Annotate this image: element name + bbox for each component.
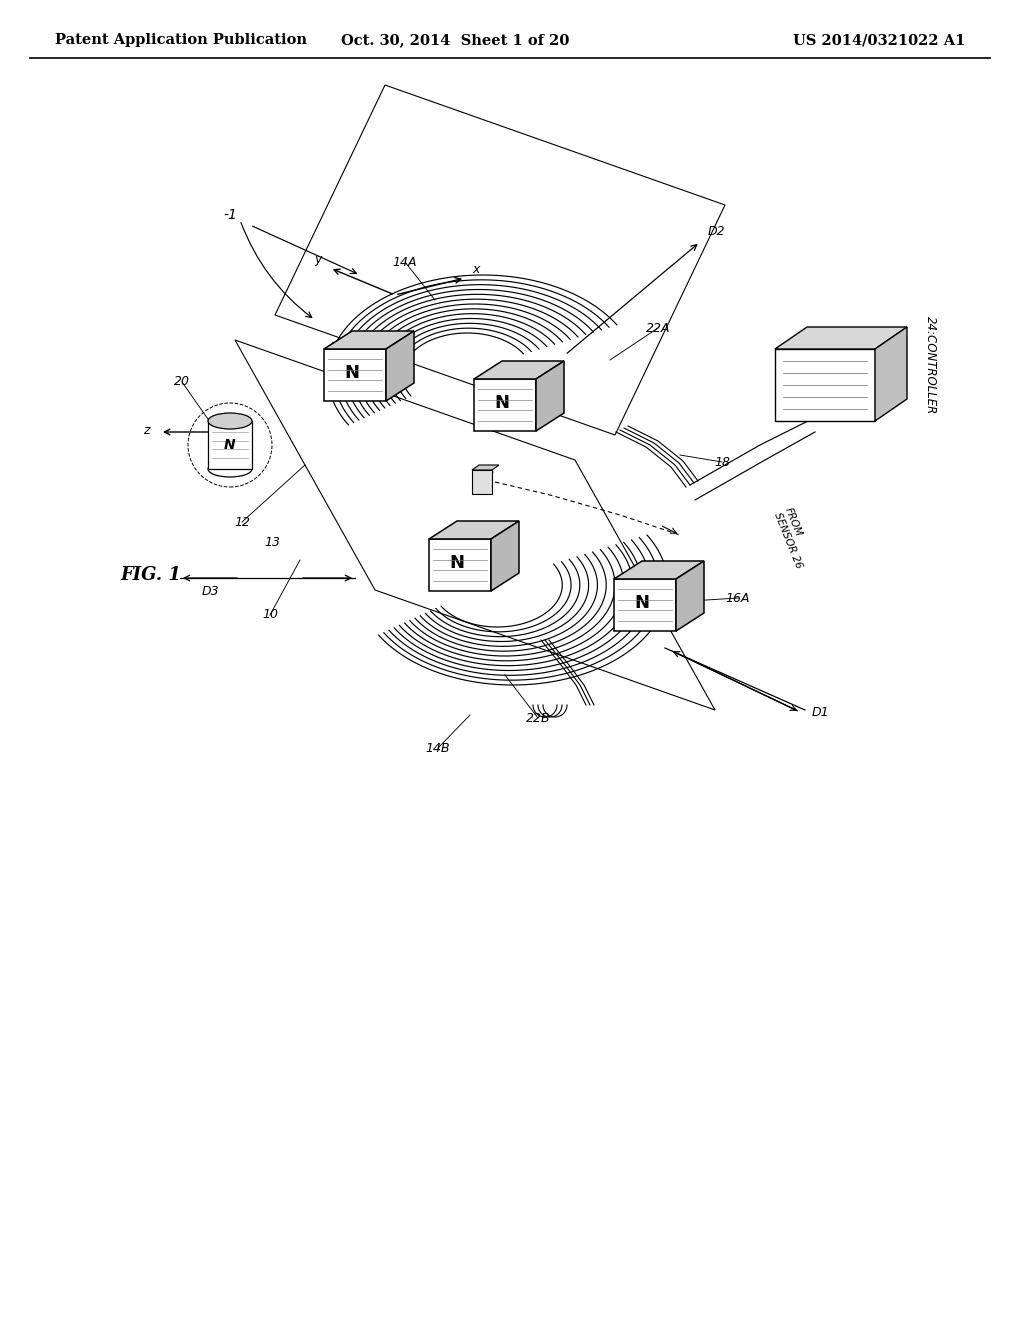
Text: FIG. 1: FIG. 1 <box>120 566 181 583</box>
Polygon shape <box>490 521 519 591</box>
Text: z: z <box>143 424 150 437</box>
Text: 10: 10 <box>262 609 278 622</box>
Text: D1: D1 <box>812 706 829 719</box>
Ellipse shape <box>208 461 252 477</box>
Polygon shape <box>429 521 519 539</box>
Polygon shape <box>676 561 705 631</box>
Polygon shape <box>474 379 536 432</box>
Polygon shape <box>386 331 414 401</box>
Text: x: x <box>472 263 479 276</box>
Text: 22B: 22B <box>525 711 550 725</box>
Text: Oct. 30, 2014  Sheet 1 of 20: Oct. 30, 2014 Sheet 1 of 20 <box>341 33 569 48</box>
Polygon shape <box>536 360 564 432</box>
Polygon shape <box>614 561 705 579</box>
Text: 12: 12 <box>234 516 250 528</box>
Polygon shape <box>775 348 874 421</box>
Polygon shape <box>324 348 386 401</box>
Text: 14B: 14B <box>426 742 451 755</box>
Polygon shape <box>429 539 490 591</box>
Polygon shape <box>208 421 252 469</box>
Polygon shape <box>614 579 676 631</box>
Polygon shape <box>474 360 564 379</box>
Text: US 2014/0321022 A1: US 2014/0321022 A1 <box>793 33 965 48</box>
Text: N: N <box>495 393 510 412</box>
Polygon shape <box>472 470 492 494</box>
Text: 18: 18 <box>714 455 730 469</box>
Text: D3: D3 <box>201 585 219 598</box>
Ellipse shape <box>208 413 252 429</box>
Text: 24:CONTROLLER: 24:CONTROLLER <box>924 315 937 414</box>
Text: N: N <box>224 438 236 451</box>
Polygon shape <box>472 465 499 470</box>
Text: N: N <box>635 594 649 612</box>
Text: 16A: 16A <box>726 591 751 605</box>
Text: 26: 26 <box>481 467 496 477</box>
Text: D2: D2 <box>708 224 726 238</box>
Text: Patent Application Publication: Patent Application Publication <box>55 33 307 48</box>
Polygon shape <box>775 327 907 348</box>
Text: N: N <box>450 554 465 572</box>
Text: 14A: 14A <box>393 256 417 268</box>
Text: y: y <box>314 253 322 267</box>
Polygon shape <box>324 331 414 348</box>
Text: 13: 13 <box>264 536 280 549</box>
Text: 22A: 22A <box>646 322 671 334</box>
Polygon shape <box>874 327 907 421</box>
Text: N: N <box>344 364 359 381</box>
Text: -1: -1 <box>223 209 237 222</box>
Text: 16B: 16B <box>330 342 354 355</box>
Text: 20: 20 <box>174 375 190 388</box>
Text: FROM
SENSOR 26: FROM SENSOR 26 <box>772 507 814 569</box>
